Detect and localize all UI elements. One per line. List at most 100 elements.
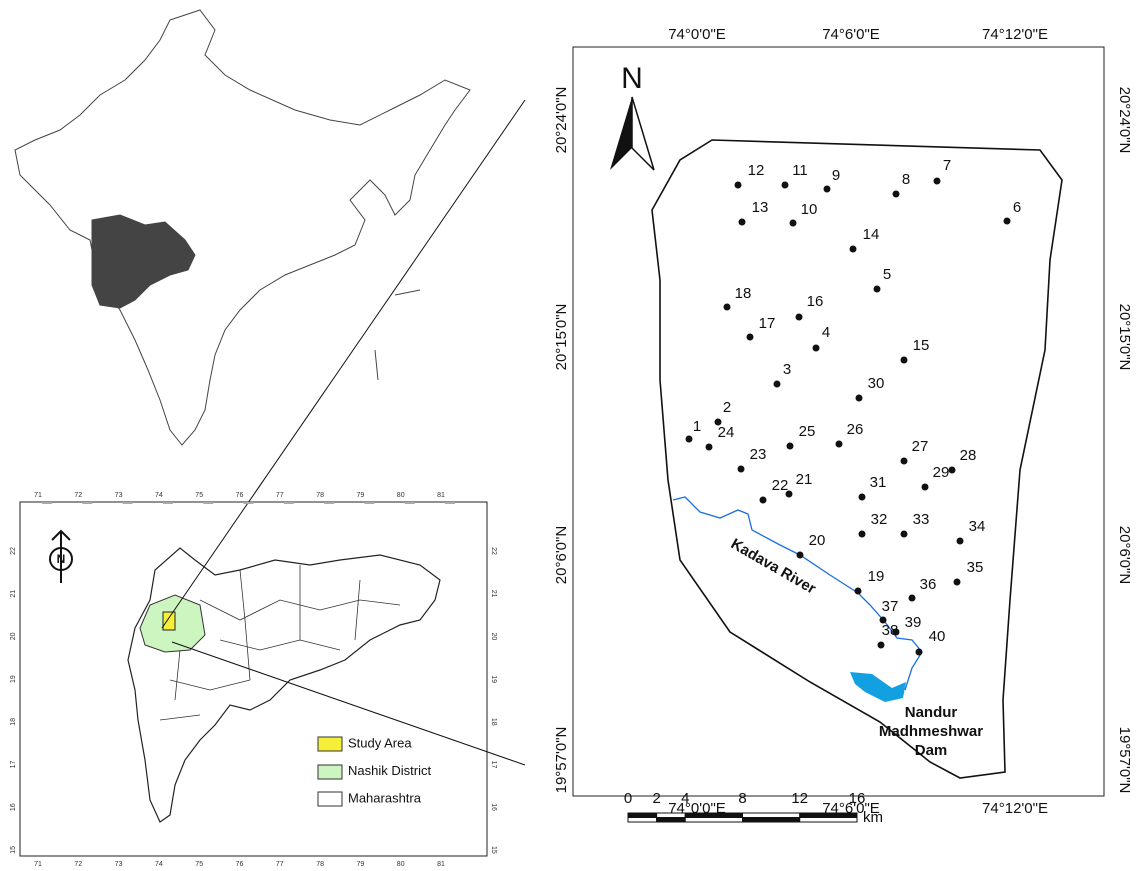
sample-label: 18 [735,285,752,302]
scale-segment [685,818,742,823]
lon-tick: 77 [276,492,284,499]
lon-tick: 78 [316,492,324,499]
sample-label: 39 [905,614,922,631]
sample-label: 17 [759,315,776,332]
figure: N Study AreaNashik DistrictMaharashtra N… [0,0,1136,871]
lat-tick: 15 [10,846,17,854]
sample-point [796,314,803,321]
sample-point [909,595,916,602]
sample-label: 26 [847,421,864,438]
lat-tick: 17 [490,761,497,769]
lon-tick: 79 [357,861,365,868]
sample-point [739,219,746,226]
sample-point [893,629,900,636]
sample-label: 33 [913,511,930,528]
sample-label: 40 [929,628,946,645]
sample-label: 4 [822,324,830,341]
sample-point [787,443,794,450]
study-area-inset [163,612,175,630]
sample-point [686,436,693,443]
sample-label: 8 [902,171,910,188]
sample-label: 27 [912,438,929,455]
sample-point [922,484,929,491]
lat-label: 20°6'0"N [1116,526,1133,584]
scale-segment [743,818,800,823]
lat-label: 20°24'0"N [553,87,570,154]
sample-point [738,466,745,473]
page: {"study_map": { "lon_labels": ["74°0'0\"… [0,0,1136,871]
legend-label: Maharashtra [348,790,422,805]
sample-point [824,186,831,193]
lon-tick: 78 [316,861,324,868]
lat-tick: 15 [490,846,497,854]
lon-tick: 79 [357,492,365,499]
lon-label: 74°12'0"E [982,800,1048,817]
sample-label: 19 [868,568,885,585]
dam-label: Madhmeshwar [879,723,983,740]
sample-label: 20 [809,532,826,549]
scale-label: 16 [849,790,866,807]
legend-swatch [318,792,342,806]
scale-segment [657,818,686,823]
scale-segment [743,813,800,818]
lat-tick: 16 [490,803,497,811]
dam-label: Nandur [905,704,958,721]
sample-point [813,345,820,352]
lon-label: 74°12'0"E [982,26,1048,43]
lat-tick: 20 [490,633,497,641]
sample-label: 3 [783,361,791,378]
lat-label: 20°24'0"N [1116,87,1133,154]
state-north-symbol: N [50,531,72,583]
sample-point [1004,218,1011,225]
scale-label: 0 [624,790,632,807]
sample-point [747,334,754,341]
lat-label: 20°15'0"N [553,304,570,371]
sample-label: 28 [960,447,977,464]
lon-tick: 71 [34,861,42,868]
lon-label: 74°6'0"E [822,26,880,43]
sample-point [724,304,731,311]
sample-label: 15 [913,337,930,354]
scale-label: 8 [738,790,746,807]
sample-label: 10 [801,201,818,218]
sample-point [797,552,804,559]
legend-swatch [318,765,342,779]
lon-tick: 72 [74,861,82,868]
sample-point [859,531,866,538]
sample-point [706,444,713,451]
sample-label: 37 [882,598,899,615]
sample-point [901,357,908,364]
sample-label: 36 [920,576,937,593]
lon-label: 74°0'0"E [668,26,726,43]
lon-tick: 76 [236,492,244,499]
sample-point [901,458,908,465]
sample-point [859,494,866,501]
lat-tick: 19 [490,675,497,683]
sample-label: 30 [868,375,885,392]
scale-segment [800,813,857,818]
lat-tick: 22 [490,547,497,555]
lat-tick: 20 [10,632,17,640]
scale-label: 4 [681,790,689,807]
sample-point [836,441,843,448]
dam-label: Dam [915,742,948,759]
sample-label: 16 [807,293,824,310]
lat-tick: 18 [10,718,17,726]
sample-label: 34 [969,518,986,535]
sample-label: 31 [870,474,887,491]
scale-unit: km [863,809,883,826]
lon-tick: 73 [115,861,123,868]
lon-tick: 77 [276,861,284,868]
sample-label: 35 [967,559,984,576]
sample-point [901,531,908,538]
lat-tick: 18 [490,718,497,726]
lat-tick: 21 [490,590,497,598]
lon-tick: 74 [155,492,163,499]
sample-point [878,642,885,649]
lon-tick: 75 [195,492,203,499]
lon-tick: 71 [34,492,42,499]
lon-tick: 81 [437,861,445,868]
lon-tick: 76 [236,861,244,868]
sample-label: 22 [772,477,789,494]
sample-point [916,649,923,656]
